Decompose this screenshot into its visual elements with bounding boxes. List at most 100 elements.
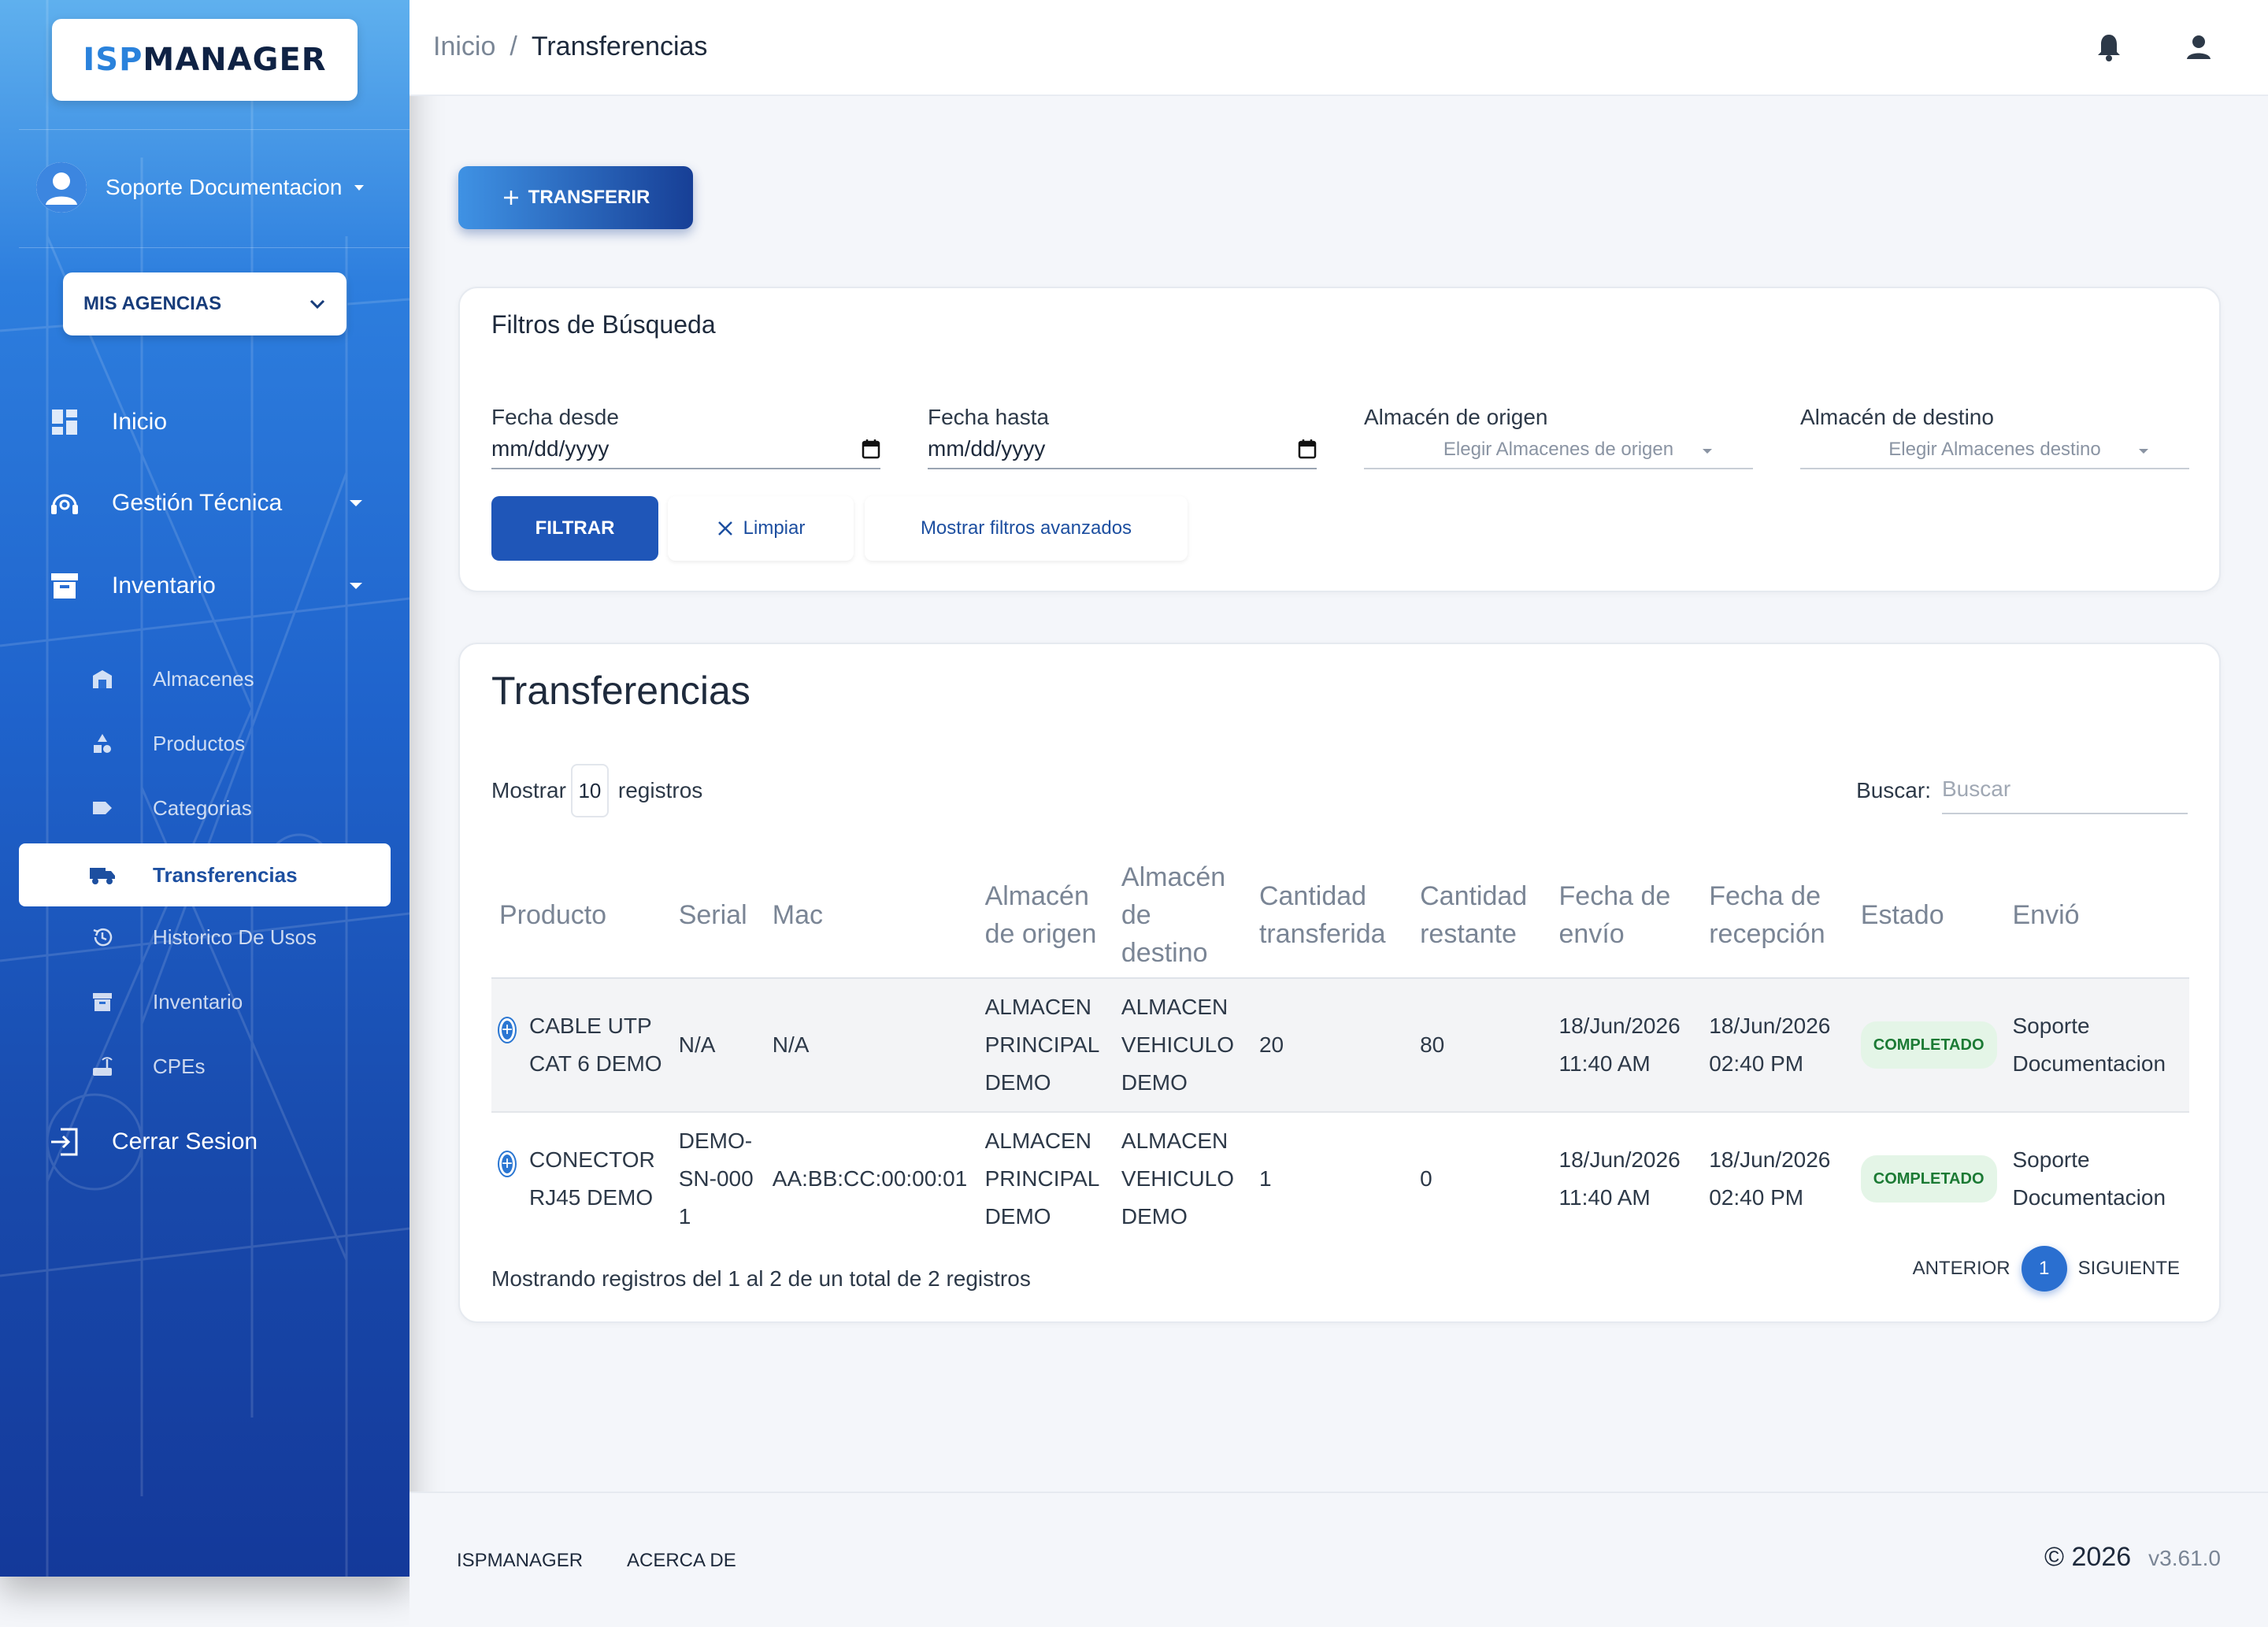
subnav-item-almacenes[interactable]: Almacenes <box>88 665 378 693</box>
limpiar-button[interactable]: Limpiar <box>668 496 854 561</box>
cell-producto: + CONECTOR RJ45 DEMO <box>491 1111 671 1245</box>
label-icon <box>88 794 117 822</box>
page-length-control: Mostrar 10 registros <box>491 764 702 817</box>
caret-down-icon <box>2139 449 2148 454</box>
subnav-item-categorias[interactable]: Categorias <box>88 794 378 822</box>
cell-fecha-recepcion: 18/Jun/2026 02:40 PM <box>1701 1111 1853 1245</box>
col-mac[interactable]: Mac <box>764 852 977 979</box>
filters-card: Filtros de Búsqueda Fecha desde mm/dd/yy… <box>458 287 2221 592</box>
fecha-desde-input[interactable]: mm/dd/yyyy <box>491 435 880 469</box>
subnav-item-transferencias[interactable]: Transferencias <box>19 843 391 906</box>
prev-page-button[interactable]: ANTERIOR <box>1912 1258 2010 1279</box>
page-length-select[interactable]: 10 <box>570 764 609 817</box>
almacen-origen-label: Almacén de origen <box>1364 405 1548 429</box>
fecha-hasta-input[interactable]: mm/dd/yyyy <box>928 435 1317 469</box>
col-origen[interactable]: Almacén de origen <box>976 852 1114 979</box>
chevron-down-icon <box>354 184 365 191</box>
agencies-label: MIS AGENCIAS <box>83 293 222 314</box>
chevron-down-icon <box>350 500 362 506</box>
subnav-item-inventario[interactable]: Inventario <box>88 988 378 1016</box>
col-fecha-envio[interactable]: Fecha de envío <box>1551 852 1702 979</box>
agencies-dropdown[interactable]: MIS AGENCIAS <box>63 272 346 335</box>
col-restante[interactable]: Cantidad restante <box>1412 852 1551 979</box>
bell-icon[interactable] <box>2092 30 2126 65</box>
nav-item-gestion-tecnica[interactable]: Gestión Técnica <box>47 486 362 521</box>
table-header-row: Producto Serial Mac Almacén de origen Al… <box>491 852 2189 979</box>
cell-serial: DEMO-SN-0001 <box>670 1111 765 1245</box>
expand-row-icon[interactable]: + <box>499 1018 516 1042</box>
table-row[interactable]: + CONECTOR RJ45 DEMO DEMO-SN-0001 AA:BB:… <box>491 1111 2189 1245</box>
nav-label: Cerrar Sesion <box>112 1129 258 1154</box>
transferir-button[interactable]: TRANSFERIR <box>458 166 693 229</box>
top-bar: Inicio / Transferencias <box>410 0 2268 96</box>
search-input[interactable] <box>1942 776 2188 814</box>
user-menu[interactable]: Soporte Documentacion <box>36 162 365 213</box>
col-destino[interactable]: Almacén de destino <box>1113 852 1251 979</box>
shapes-icon <box>88 729 117 758</box>
version-text: v3.61.0 <box>2148 1546 2221 1570</box>
breadcrumb: Inicio / Transferencias <box>433 32 707 62</box>
subnav-label: Inventario <box>153 989 243 1014</box>
subnav-label: Historico De Usos <box>153 925 317 949</box>
almacen-destino-label: Almacén de destino <box>1800 405 1994 429</box>
transferir-label: TRANSFERIR <box>528 187 650 208</box>
cell-fecha-envio: 18/Jun/2026 11:40 AM <box>1551 1111 1702 1245</box>
logout-icon <box>47 1125 82 1159</box>
nav-item-inicio[interactable]: Inicio <box>47 405 362 439</box>
copyright-text: © 2026 <box>2044 1542 2132 1572</box>
footer-copyright: © 2026 v3.61.0 <box>2044 1542 2221 1573</box>
user-icon[interactable] <box>2181 30 2216 65</box>
page-1-button[interactable]: 1 <box>2021 1246 2067 1292</box>
breadcrumb-home[interactable]: Inicio <box>433 32 496 61</box>
pagination: ANTERIOR 1 SIGUIENTE <box>1913 1246 2180 1292</box>
breadcrumb-current: Transferencias <box>531 32 708 61</box>
almacen-origen-select[interactable]: Elegir Almacenes de origen <box>1364 436 1753 469</box>
sidebar: ISPMANAGER Soporte Documentacion MIS AGE… <box>0 0 410 1577</box>
table-row[interactable]: + CABLE UTP CAT 6 DEMO N/A N/A ALMACEN P… <box>491 978 2189 1112</box>
dashboard-icon <box>47 405 82 439</box>
footer-brand-link[interactable]: ISPMANAGER <box>457 1550 584 1571</box>
col-envio[interactable]: Envió <box>2004 852 2189 979</box>
fecha-desde-value: mm/dd/yyyy <box>491 436 610 461</box>
subnav-item-cpes[interactable]: CPEs <box>88 1052 378 1080</box>
almacen-destino-select[interactable]: Elegir Almacenes destino <box>1800 436 2189 469</box>
divider <box>19 129 410 130</box>
cell-mac: AA:BB:CC:00:00:01 <box>764 1111 977 1245</box>
calendar-icon[interactable] <box>862 439 880 459</box>
avatar <box>36 162 87 213</box>
expand-row-icon[interactable]: + <box>499 1152 516 1176</box>
nav-item-inventario[interactable]: Inventario <box>47 569 362 603</box>
col-fecha-recepcion[interactable]: Fecha de recepción <box>1701 852 1853 979</box>
user-avatar-icon <box>36 162 87 213</box>
cell-fecha-recepcion: 18/Jun/2026 02:40 PM <box>1701 978 1853 1112</box>
subnav-label: Transferencias <box>153 862 298 887</box>
support-agent-icon <box>47 486 82 521</box>
col-transferida[interactable]: Cantidad transferida <box>1251 852 1413 979</box>
logo[interactable]: ISPMANAGER <box>52 19 358 101</box>
cell-transferida: 1 <box>1251 1111 1413 1245</box>
chevron-down-icon <box>350 583 362 589</box>
chevron-down-icon <box>309 299 325 309</box>
almacen-origen-placeholder: Elegir Almacenes de origen <box>1443 439 1674 460</box>
subnav-label: Almacenes <box>153 666 254 691</box>
almacen-origen-field: Almacén de origen Elegir Almacenes de or… <box>1364 405 1753 469</box>
cell-envio: Soporte Documentacion <box>2004 978 2189 1112</box>
filters-title: Filtros de Búsqueda <box>491 310 716 339</box>
next-page-button[interactable]: SIGUIENTE <box>2077 1258 2180 1279</box>
nav-item-cerrar-sesion[interactable]: Cerrar Sesion <box>47 1125 362 1159</box>
filtrar-button[interactable]: FILTRAR <box>491 496 658 561</box>
close-icon <box>717 521 732 536</box>
subnav-item-historico[interactable]: Historico De Usos <box>88 923 378 951</box>
advanced-filters-button[interactable]: Mostrar filtros avanzados <box>865 496 1188 561</box>
cell-fecha-envio: 18/Jun/2026 11:40 AM <box>1551 978 1702 1112</box>
col-producto[interactable]: Producto <box>491 852 671 979</box>
cell-origen: ALMACEN PRINCIPAL DEMO <box>976 1111 1114 1245</box>
footer-about-link[interactable]: ACERCA DE <box>627 1550 736 1571</box>
router-icon <box>88 1052 117 1080</box>
col-estado[interactable]: Estado <box>1852 852 2005 979</box>
calendar-icon[interactable] <box>1298 439 1317 459</box>
subnav-item-productos[interactable]: Productos <box>88 729 378 758</box>
plus-icon <box>503 191 518 205</box>
fecha-hasta-field: Fecha hasta mm/dd/yyyy <box>928 405 1317 469</box>
col-serial[interactable]: Serial <box>670 852 765 979</box>
